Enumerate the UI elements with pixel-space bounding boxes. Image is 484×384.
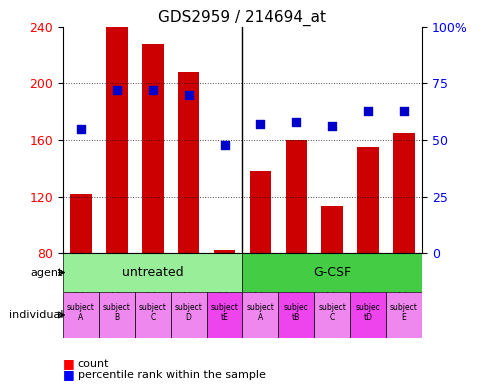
Bar bbox=[106, 27, 127, 253]
Text: subject
B: subject B bbox=[103, 303, 131, 322]
Text: subject
tE: subject tE bbox=[210, 303, 238, 322]
Point bbox=[363, 108, 371, 114]
Point bbox=[184, 92, 192, 98]
Text: agent: agent bbox=[30, 268, 63, 278]
FancyBboxPatch shape bbox=[242, 292, 278, 338]
Point bbox=[399, 108, 407, 114]
FancyBboxPatch shape bbox=[278, 292, 314, 338]
Text: ■: ■ bbox=[63, 357, 75, 370]
Text: count: count bbox=[77, 359, 109, 369]
Point bbox=[113, 87, 121, 93]
Point bbox=[256, 121, 264, 127]
Bar bbox=[393, 133, 414, 253]
Bar bbox=[357, 147, 378, 253]
Bar bbox=[70, 194, 91, 253]
FancyBboxPatch shape bbox=[206, 292, 242, 338]
Point bbox=[220, 141, 228, 147]
FancyBboxPatch shape bbox=[242, 253, 421, 292]
Text: percentile rank within the sample: percentile rank within the sample bbox=[77, 370, 265, 380]
Text: G-CSF: G-CSF bbox=[313, 266, 350, 279]
Point bbox=[149, 87, 156, 93]
Text: subject
D: subject D bbox=[174, 303, 202, 322]
FancyBboxPatch shape bbox=[99, 292, 135, 338]
Bar bbox=[321, 207, 342, 253]
Text: subject
C: subject C bbox=[138, 303, 166, 322]
Bar bbox=[178, 72, 199, 253]
Text: subjec
tB: subjec tB bbox=[283, 303, 308, 322]
FancyBboxPatch shape bbox=[385, 292, 421, 338]
Text: subjec
tD: subjec tD bbox=[355, 303, 380, 322]
Text: subject
A: subject A bbox=[67, 303, 95, 322]
Text: subject
A: subject A bbox=[246, 303, 274, 322]
Text: subject
E: subject E bbox=[389, 303, 417, 322]
Point bbox=[77, 126, 85, 132]
FancyBboxPatch shape bbox=[170, 292, 206, 338]
FancyBboxPatch shape bbox=[63, 292, 99, 338]
Title: GDS2959 / 214694_at: GDS2959 / 214694_at bbox=[158, 9, 326, 25]
Bar bbox=[285, 140, 306, 253]
FancyBboxPatch shape bbox=[349, 292, 385, 338]
FancyBboxPatch shape bbox=[135, 292, 170, 338]
Text: ■: ■ bbox=[63, 368, 75, 381]
Bar bbox=[142, 44, 163, 253]
FancyBboxPatch shape bbox=[314, 292, 349, 338]
Point bbox=[328, 123, 335, 129]
Text: individual: individual bbox=[9, 310, 63, 320]
Bar bbox=[213, 250, 235, 253]
FancyBboxPatch shape bbox=[63, 253, 242, 292]
Text: untreated: untreated bbox=[121, 266, 183, 279]
Point bbox=[292, 119, 300, 125]
Text: subject
C: subject C bbox=[318, 303, 346, 322]
Bar bbox=[249, 171, 271, 253]
